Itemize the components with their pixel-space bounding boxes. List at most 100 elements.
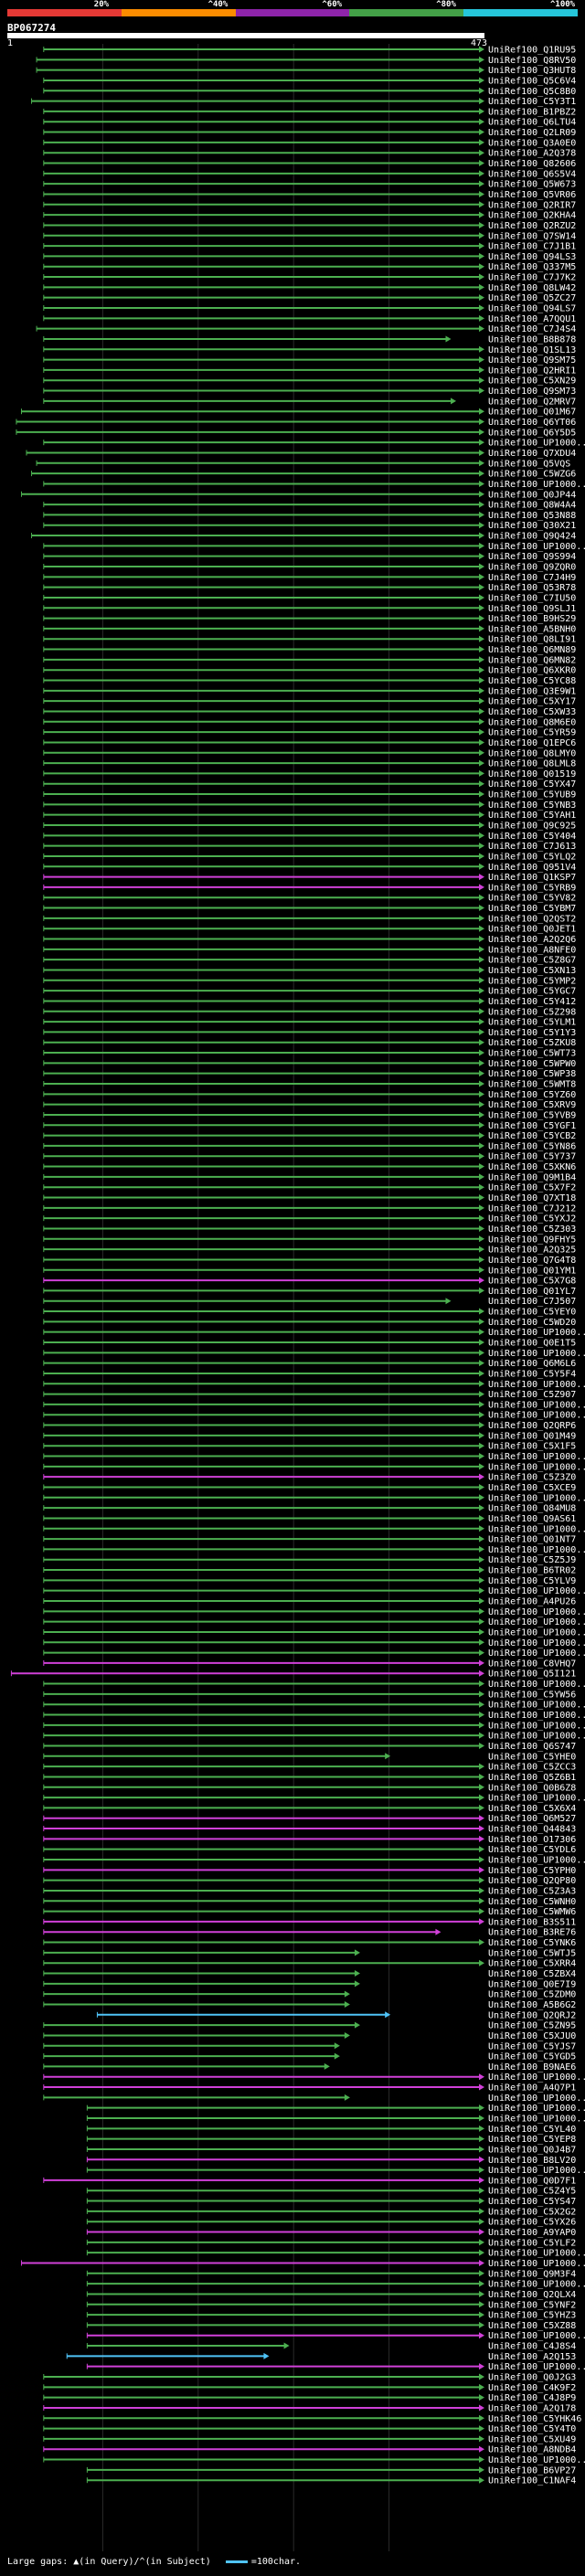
hit-label[interactable]: UniRef100_C5YHZ3 [488,2311,576,2321]
hit-label[interactable]: UniRef100_Q9SM73 [488,387,576,397]
hit-row[interactable]: UniRef100_Q44843 [43,1825,577,1835]
hit-label[interactable]: UniRef100_C8VHQ7 [488,1659,576,1669]
hit-label[interactable]: UniRef100_Q44843 [488,1825,576,1835]
hit-label[interactable]: UniRef100_Q7G4T8 [488,1256,576,1266]
hit-row[interactable]: UniRef100_Q8M6E0 [43,717,577,727]
hit-row[interactable]: UniRef100_Q8LMY0 [43,748,577,758]
hit-label[interactable]: UniRef100_Q8W4A4 [488,501,576,511]
hit-label[interactable]: UniRef100_Q6MN82 [488,655,576,665]
hit-label[interactable]: UniRef100_C5XKN6 [488,1162,576,1172]
hit-row[interactable]: UniRef100_C5Y4T0 [43,2424,577,2434]
hit-row[interactable]: UniRef100_Q6LTU4 [43,118,577,128]
hit-row[interactable]: UniRef100_Q2RIR7 [43,200,577,210]
hit-label[interactable]: UniRef100_UP1000... [488,1493,585,1503]
hit-label[interactable]: UniRef100_C5ZKU8 [488,1038,576,1048]
hit-label[interactable]: UniRef100_C5YLV9 [488,1576,576,1586]
hit-label[interactable]: UniRef100_C5Y412 [488,997,576,1007]
hit-label[interactable]: UniRef100_UP1000... [488,1856,585,1866]
hit-row[interactable]: UniRef100_C5YDL6 [43,1845,577,1855]
hit-row[interactable]: UniRef100_C5YBM7 [43,904,577,914]
hit-label[interactable]: UniRef100_UP1000... [488,439,585,449]
hit-row[interactable]: UniRef100_Q6S5V4 [43,169,577,179]
hit-label[interactable]: UniRef100_UP1000... [488,1411,585,1421]
hit-row[interactable]: UniRef100_C5WMW6 [43,1907,577,1917]
hit-label[interactable]: UniRef100_C7J7K2 [488,273,576,283]
hit-row[interactable]: UniRef100_UP1000... [43,1617,585,1627]
hit-label[interactable]: UniRef100_B3S511 [488,1917,576,1927]
hit-row[interactable]: UniRef100_C5Z907 [43,1390,577,1400]
hit-row[interactable]: UniRef100_A2Q178 [43,2403,577,2413]
hit-row[interactable]: UniRef100_Q2QRJ2 [96,2010,576,2020]
hit-row[interactable]: UniRef100_C7J7K2 [43,273,577,283]
hit-row[interactable]: UniRef100_B8LV20 [86,2156,576,2166]
hit-row[interactable]: UniRef100_UP1000... [86,2104,585,2114]
hit-label[interactable]: UniRef100_Q9AS61 [488,1514,576,1524]
hit-label[interactable]: UniRef100_C5Z3Z0 [488,1473,576,1483]
hit-row[interactable]: UniRef100_C8VHQ7 [43,1659,577,1669]
hit-label[interactable]: UniRef100_C5Z303 [488,1224,576,1235]
hit-label[interactable]: UniRef100_C5YN86 [488,1141,576,1151]
hit-label[interactable]: UniRef100_UP1000... [488,1617,585,1627]
hit-label[interactable]: UniRef100_C5YLM1 [488,1018,576,1028]
hit-row[interactable]: UniRef100_Q0D7F1 [43,2176,577,2186]
hit-label[interactable]: UniRef100_UP1000... [488,2362,585,2372]
hit-label[interactable]: UniRef100_B8LV20 [488,2156,576,2166]
hit-label[interactable]: UniRef100_C5YL40 [488,2125,576,2135]
hit-row[interactable]: UniRef100_C5YAH1 [43,811,577,821]
hit-label[interactable]: UniRef100_UP1000... [488,1732,585,1742]
hit-label[interactable]: UniRef100_A9YAP0 [488,2228,576,2238]
hit-label[interactable]: UniRef100_Q2RZU2 [488,221,576,231]
hit-label[interactable]: UniRef100_UP1000... [488,2104,585,2114]
hit-row[interactable]: UniRef100_Q0E7I9 [43,1979,577,1989]
hit-label[interactable]: UniRef100_C5XY17 [488,697,576,707]
hit-row[interactable]: UniRef100_UP1000... [43,2072,585,2083]
hit-row[interactable]: UniRef100_Q9AS61 [43,1514,577,1524]
hit-row[interactable]: UniRef100_C7J4S4 [36,324,576,334]
hit-label[interactable]: UniRef100_A2Q153 [488,2352,576,2362]
hit-row[interactable]: UniRef100_A8NDB4 [43,2445,577,2455]
hit-label[interactable]: UniRef100_C5ZDM0 [488,1990,576,2000]
hit-row[interactable]: UniRef100_B3S511 [43,1917,577,1927]
hit-label[interactable]: UniRef100_C5YEY0 [488,1308,576,1318]
hit-row[interactable]: UniRef100_C5YHZ3 [86,2311,576,2321]
hit-label[interactable]: UniRef100_C5X6X4 [488,1804,576,1814]
hit-label[interactable]: UniRef100_Q0J2G3 [488,2373,576,2383]
hit-label[interactable]: UniRef100_UP1000... [488,1349,585,1359]
hit-row[interactable]: UniRef100_Q2MRV7 [43,397,577,407]
hit-label[interactable]: UniRef100_Q5VQS [488,459,570,469]
hit-label[interactable]: UniRef100_Q01M67 [488,408,576,418]
hit-label[interactable]: UniRef100_C4J8P9 [488,2393,576,2403]
hit-label[interactable]: UniRef100_C5Z4Y5 [488,2187,576,2197]
hit-label[interactable]: UniRef100_C5ZBX4 [488,1969,576,1979]
hit-label[interactable]: UniRef100_Q0J4B7 [488,2145,576,2155]
hit-label[interactable]: UniRef100_C5YS47 [488,2197,576,2207]
hit-row[interactable]: UniRef100_UP1000... [86,2115,585,2125]
hit-label[interactable]: UniRef100_C5WMW6 [488,1907,576,1917]
hit-row[interactable]: UniRef100_UP1000... [43,1711,585,1721]
hit-label[interactable]: UniRef100_Q8LML8 [488,759,576,769]
hit-row[interactable]: UniRef100_Q0E1T5 [43,1339,577,1349]
hit-row[interactable]: UniRef100_UP1000... [43,1607,585,1617]
hit-label[interactable]: UniRef100_C5YDL6 [488,1845,576,1855]
hit-row[interactable]: UniRef100_A5BNH0 [43,624,577,634]
hit-label[interactable]: UniRef100_C5YMP2 [488,976,576,986]
hit-label[interactable]: UniRef100_Q82606 [488,159,576,169]
hit-label[interactable]: UniRef100_Q6Y5D5 [488,428,576,438]
hit-row[interactable]: UniRef100_C5YLM1 [43,1018,577,1028]
hit-label[interactable]: UniRef100_C5YHE0 [488,1752,576,1762]
hit-row[interactable]: UniRef100_UP1000... [43,1627,585,1638]
hit-label[interactable]: UniRef100_Q5I121 [488,1670,576,1680]
hit-label[interactable]: UniRef100_UP1000... [488,1380,585,1390]
hit-row[interactable]: UniRef100_C5WT73 [43,1049,577,1059]
hit-row[interactable]: UniRef100_UP1000... [43,1856,585,1866]
hit-row[interactable]: UniRef100_UP1000... [43,1328,585,1338]
hit-row[interactable]: UniRef100_C5X1F5 [43,1442,577,1452]
hit-label[interactable]: UniRef100_B9NAE6 [488,2062,576,2072]
hit-label[interactable]: UniRef100_Q6MN89 [488,645,576,655]
hit-label[interactable]: UniRef100_Q2QST2 [488,914,576,924]
hit-label[interactable]: UniRef100_Q7XT18 [488,1193,576,1203]
hit-row[interactable]: UniRef100_Q8RV50 [36,56,576,66]
hit-row[interactable]: UniRef100_A2Q325 [43,1246,577,1256]
hit-row[interactable]: UniRef100_Q5ZC27 [43,293,577,303]
hit-label[interactable]: UniRef100_Q6M6L6 [488,1359,576,1369]
